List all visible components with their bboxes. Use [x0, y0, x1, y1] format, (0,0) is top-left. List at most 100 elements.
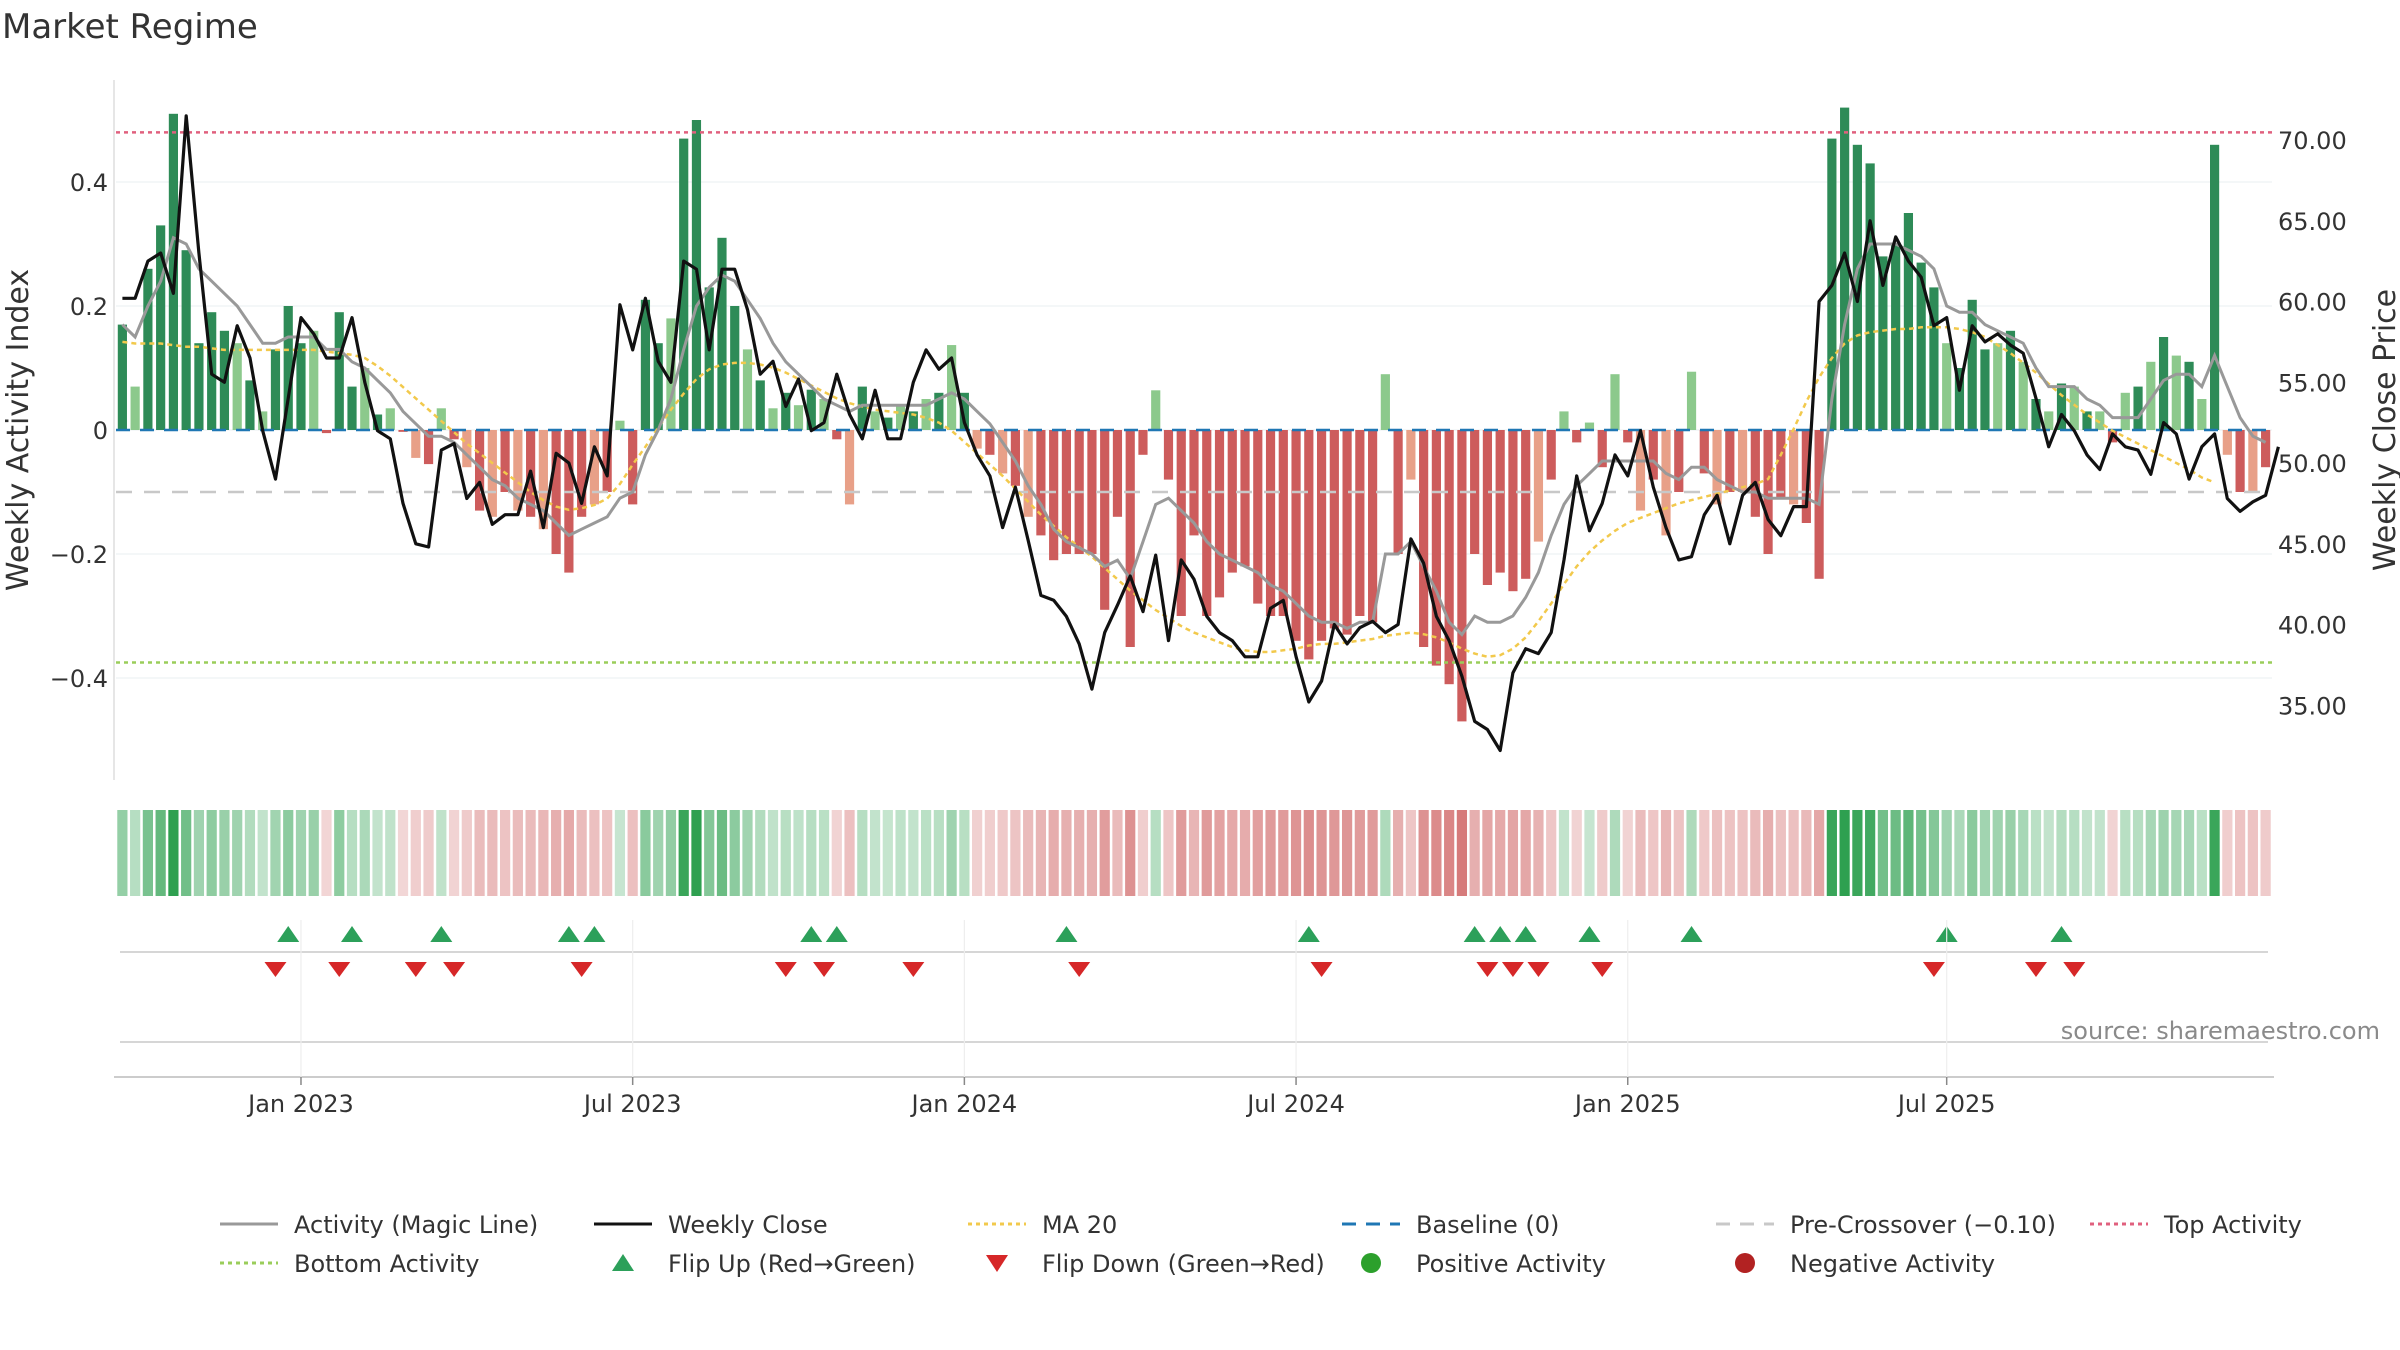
regime-strip-cell [295, 810, 307, 896]
regime-strip-cell [1137, 810, 1149, 896]
regime-strip-cell [1558, 810, 1570, 896]
y-right-tick-label: 60.00 [2278, 289, 2347, 317]
activity-bar [1265, 430, 1276, 616]
flip-down-marker [1501, 962, 1524, 977]
activity-bar [513, 430, 523, 511]
x-axis: Jan 2023 Jul 2023 Jan 2024 Jul 2024 Jan 2025… [114, 920, 2274, 1118]
activity-bar [985, 430, 995, 455]
activity-bar [1010, 430, 1020, 486]
activity-bar [1661, 430, 1671, 536]
activity-bars [117, 107, 2271, 722]
activity-bar [487, 430, 497, 517]
activity-bar [423, 430, 434, 465]
chart-title: Market Regime [2, 7, 258, 47]
regime-strip-cell [181, 810, 192, 896]
regime-strip-cell [1495, 810, 1506, 896]
x-tick-label: Jan 2023 [246, 1090, 354, 1118]
regime-strip-cell [2043, 810, 2054, 896]
regime-strip-cell [1877, 810, 1889, 896]
flip-up-marker [341, 926, 364, 942]
activity-bar [398, 430, 408, 432]
regime-strip-cell [1775, 810, 1786, 896]
activity-bar [1508, 430, 1518, 592]
regime-strip-cell [1648, 810, 1659, 896]
regime-strip-cell [2094, 810, 2105, 896]
activity-bar [615, 420, 625, 430]
regime-strip-cell [895, 810, 906, 896]
activity-bar [640, 299, 651, 430]
regime-strip-cell [806, 810, 817, 896]
regime-strip-cell [1393, 810, 1404, 896]
flip-up-marker [825, 926, 848, 942]
y-right-tick-label: 70.00 [2278, 127, 2347, 155]
activity-bar [832, 430, 842, 440]
regime-strip-cell [767, 810, 779, 896]
activity-bar [194, 343, 204, 430]
legend-item: Positive Activity [1361, 1250, 1606, 1278]
activity-bar [1942, 343, 1952, 430]
activity-bar [2222, 430, 2232, 455]
regime-strip-cell [448, 810, 460, 896]
regime-strip-cell [946, 810, 957, 896]
activity-bar [742, 349, 753, 430]
activity-bar [870, 411, 880, 430]
activity-bar [1891, 244, 1901, 430]
activity-bar [2069, 386, 2079, 430]
activity-bar [1546, 430, 1556, 480]
regime-strip-cell [117, 810, 128, 896]
regime-strip-cell [1814, 810, 1825, 896]
regime-strip-cell [2132, 810, 2144, 896]
regime-strip-cell [908, 810, 919, 896]
regime-strip-cell [2183, 810, 2195, 896]
activity-bar [1368, 430, 1378, 623]
activity-bar [1304, 430, 1314, 660]
activity-bar [1431, 430, 1441, 666]
activity-bar [1176, 430, 1186, 616]
regime-strip-cell [920, 810, 932, 896]
flip-up-marker [1514, 926, 1537, 942]
activity-bar [768, 408, 778, 430]
regime-strip-cell [2120, 810, 2131, 896]
activity-bar [1342, 430, 1352, 635]
regime-strip-cell [1686, 810, 1697, 896]
regime-strip-cell [2209, 810, 2220, 896]
regime-strip-cell [576, 810, 587, 896]
activity-bar [1100, 430, 1110, 610]
activity-bar [2133, 386, 2143, 430]
regime-strip-cell [780, 810, 791, 896]
activity-bar [143, 268, 153, 430]
regime-strip-cell [2222, 810, 2233, 896]
regime-strip-cell [2107, 810, 2118, 896]
activity-bar [1533, 430, 1544, 542]
activity-bar [130, 386, 140, 430]
activity-bar [270, 349, 281, 430]
legend-label: Top Activity [2163, 1211, 2302, 1239]
flip-up-marker [1463, 926, 1486, 942]
activity-bar [385, 408, 395, 430]
regime-strip-cell [1214, 810, 1225, 896]
activity-bar [1036, 430, 1046, 536]
regime-strip-cell [1469, 810, 1480, 896]
regime-strip-cell [1290, 810, 1302, 896]
activity-bar [1202, 430, 1212, 616]
y-left-tick-label: 0.4 [70, 169, 108, 197]
flip-down-marker [2024, 962, 2047, 977]
flip-up-marker [2050, 926, 2073, 942]
regime-strip-cell [1341, 810, 1353, 896]
regime-strip-cell [2158, 810, 2169, 896]
regime-strip-cell [1941, 810, 1952, 896]
activity-bar [1916, 262, 1926, 430]
x-tick-label: Jan 2025 [1573, 1090, 1681, 1118]
regime-strip-cell [1916, 810, 1927, 896]
regime-strip-cell [959, 810, 970, 896]
flip-up-marker [1680, 926, 1703, 942]
activity-bar [449, 430, 459, 440]
regime-strip-cell [410, 810, 421, 896]
activity-bar [360, 368, 370, 430]
y-right-tick-label: 35.00 [2278, 692, 2347, 720]
regime-strip-cell [1265, 810, 1276, 896]
regime-strip-cell [2030, 810, 2042, 896]
legend-label: Flip Up (Red→Green) [668, 1250, 916, 1278]
regime-strip-cell [499, 810, 511, 896]
